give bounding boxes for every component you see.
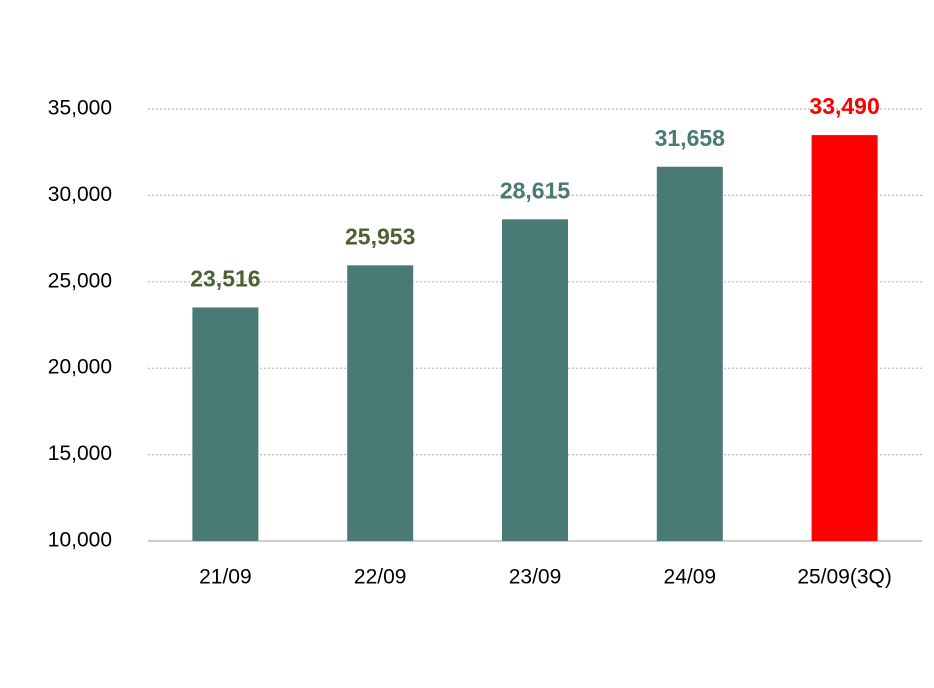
bar [347,265,414,541]
value-label: 23,516 [190,266,260,292]
y-tick-label: 10,000 [48,529,112,552]
y-tick-label: 20,000 [48,356,112,379]
x-tick-label: 25/09(3Q) [797,566,892,589]
value-label: 33,490 [809,93,879,119]
value-label: 31,658 [655,125,726,151]
y-tick-label: 25,000 [48,269,112,292]
y-tick-label: 30,000 [48,183,112,206]
x-tick-label: 22/09 [354,566,407,589]
value-label: 28,615 [500,177,571,203]
bar [811,135,878,541]
bar [192,307,259,541]
y-tick-label: 15,000 [48,442,112,465]
x-tick-label: 23/09 [509,566,562,589]
x-tick-label: 24/09 [664,566,717,589]
value-label: 25,953 [345,223,415,249]
y-tick-label: 35,000 [48,97,112,120]
x-tick-label: 21/09 [199,566,252,589]
bar [656,166,723,541]
bar [502,219,568,541]
